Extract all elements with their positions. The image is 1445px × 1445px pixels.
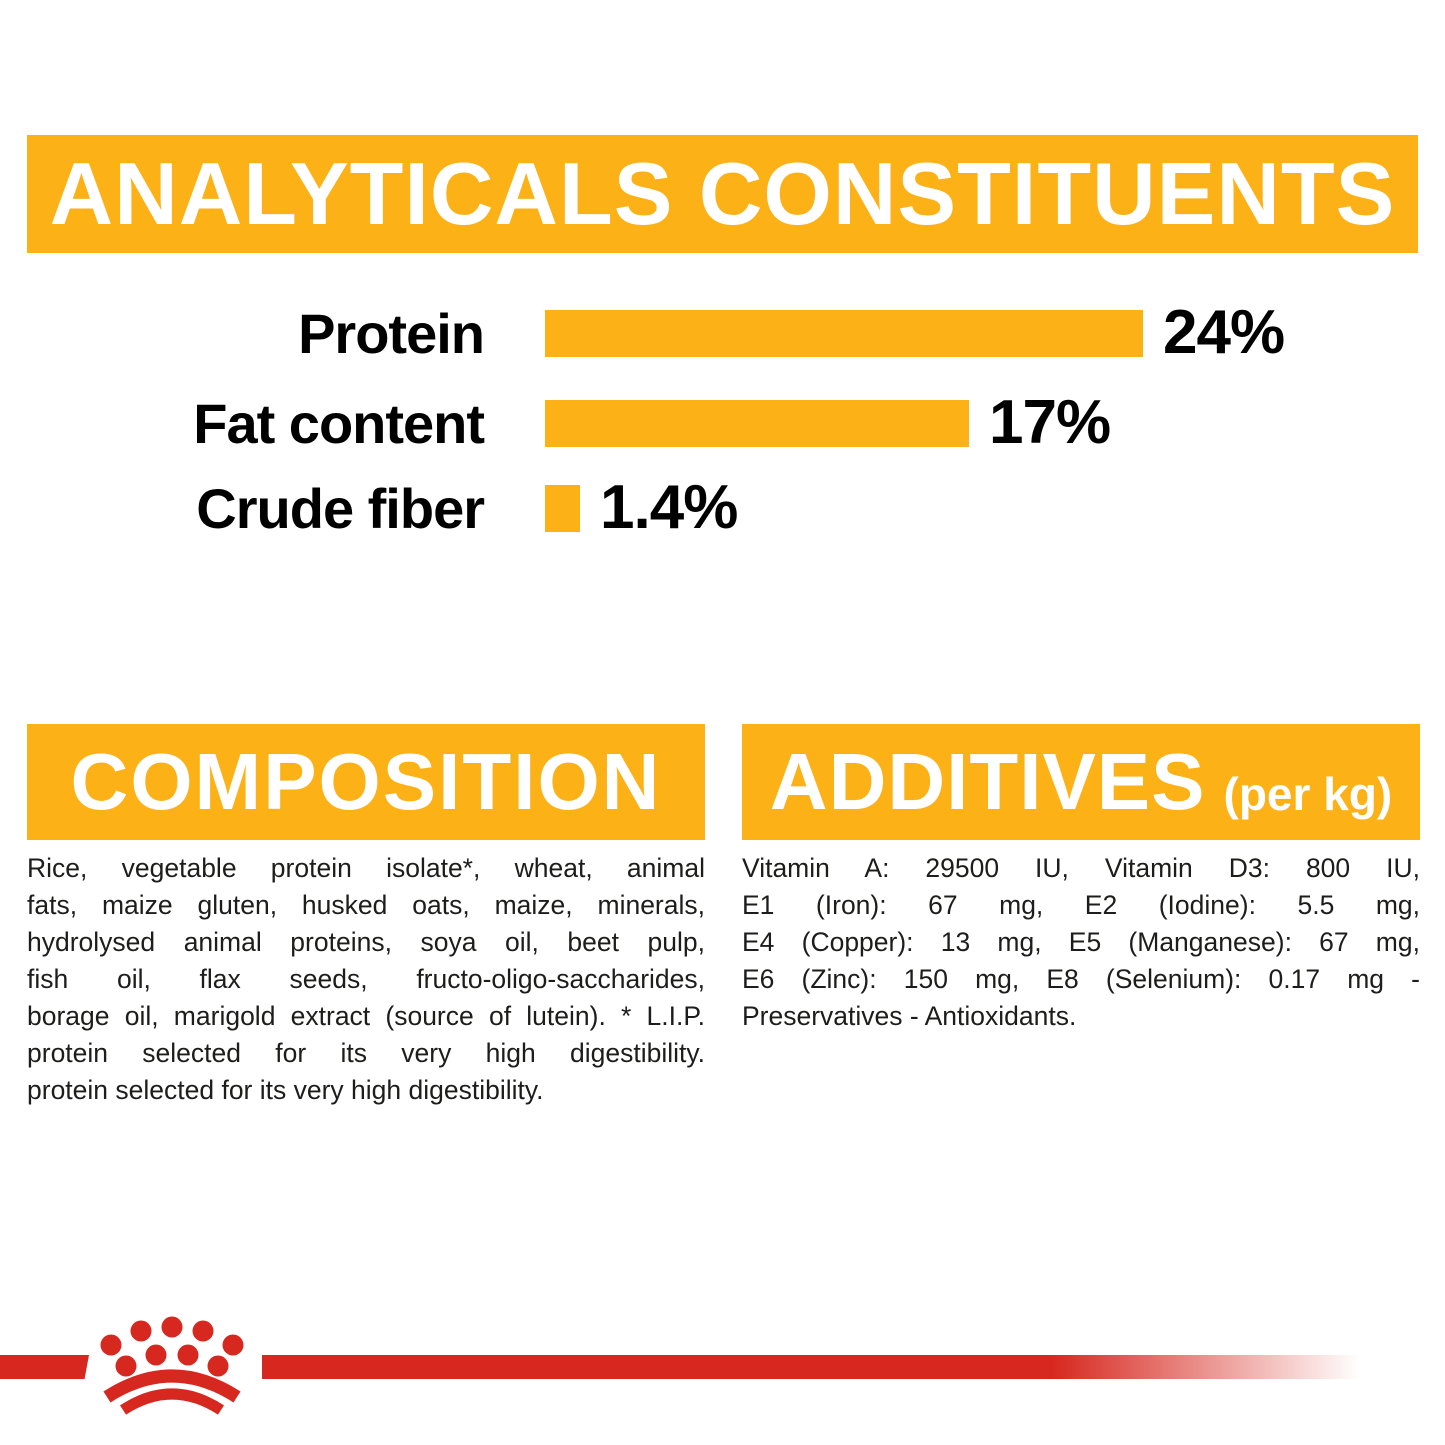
bar-row-protein: Protein 24% bbox=[0, 298, 1445, 367]
text-line: Vitamin A: 29500 IU, Vitamin D3: 800 IU, bbox=[742, 853, 1420, 883]
brand-stripe-left bbox=[0, 1355, 89, 1379]
bar-label: Fat content bbox=[193, 392, 485, 455]
additives-title: ADDITIVES bbox=[769, 737, 1206, 826]
bar bbox=[545, 310, 1143, 357]
composition-text: Rice, vegetable protein isolate*, wheat,… bbox=[27, 850, 705, 1109]
text-line: protein selected for its very high diges… bbox=[27, 1075, 544, 1105]
composition-banner: COMPOSITION bbox=[27, 724, 705, 840]
text-line: E4 (Copper): 13 mg, E5 (Manganese): 67 m… bbox=[742, 927, 1420, 957]
text-line: fats, maize gluten, husked oats, maize, … bbox=[27, 890, 705, 920]
text-line: Preservatives - Antioxidants. bbox=[742, 1001, 1077, 1031]
analyticals-banner: ANALYTICALS CONSTITUENTS bbox=[27, 135, 1418, 253]
royal-canin-crown-icon bbox=[100, 1316, 244, 1415]
bar-row-fat-content: Fat content 17% bbox=[0, 388, 1445, 457]
text-line: hydrolysed animal proteins, soya oil, be… bbox=[27, 927, 705, 957]
additives-unit-suffix: (per kg) bbox=[1223, 768, 1393, 820]
bar bbox=[545, 485, 580, 532]
analyticals-bar-chart: Protein 24% Fat content 17% Crude fiber 1.4% bbox=[0, 0, 1445, 590]
additives-banner: ADDITIVES (per kg) bbox=[742, 724, 1420, 840]
text-line: Rice, vegetable protein isolate*, wheat,… bbox=[27, 853, 705, 883]
bar-value: 24% bbox=[1163, 298, 1285, 367]
text-line: protein selected for its very high diges… bbox=[27, 1038, 705, 1068]
additives-text: Vitamin A: 29500 IU, Vitamin D3: 800 IU,… bbox=[742, 850, 1420, 1035]
text-line: E6 (Zinc): 150 mg, E8 (Selenium): 0.17 m… bbox=[742, 964, 1420, 994]
bar bbox=[545, 400, 969, 447]
brand-stripe-right bbox=[262, 1355, 1360, 1379]
bar-value: 1.4% bbox=[600, 473, 738, 542]
text-line: fish oil, flax seeds, fructo-oligo-sacch… bbox=[27, 964, 705, 994]
bar-label: Protein bbox=[298, 302, 485, 365]
bar-row-crude-fiber: Crude fiber 1.4% bbox=[0, 473, 1445, 542]
text-line: borage oil, marigold extract (source of … bbox=[27, 1001, 705, 1031]
analyticals-title: ANALYTICALS CONSTITUENTS bbox=[49, 144, 1396, 243]
bar-label: Crude fiber bbox=[196, 477, 485, 540]
composition-title: COMPOSITION bbox=[70, 737, 662, 826]
text-line: E1 (Iron): 67 mg, E2 (Iodine): 5.5 mg, bbox=[742, 890, 1420, 920]
bar-value: 17% bbox=[989, 388, 1111, 457]
